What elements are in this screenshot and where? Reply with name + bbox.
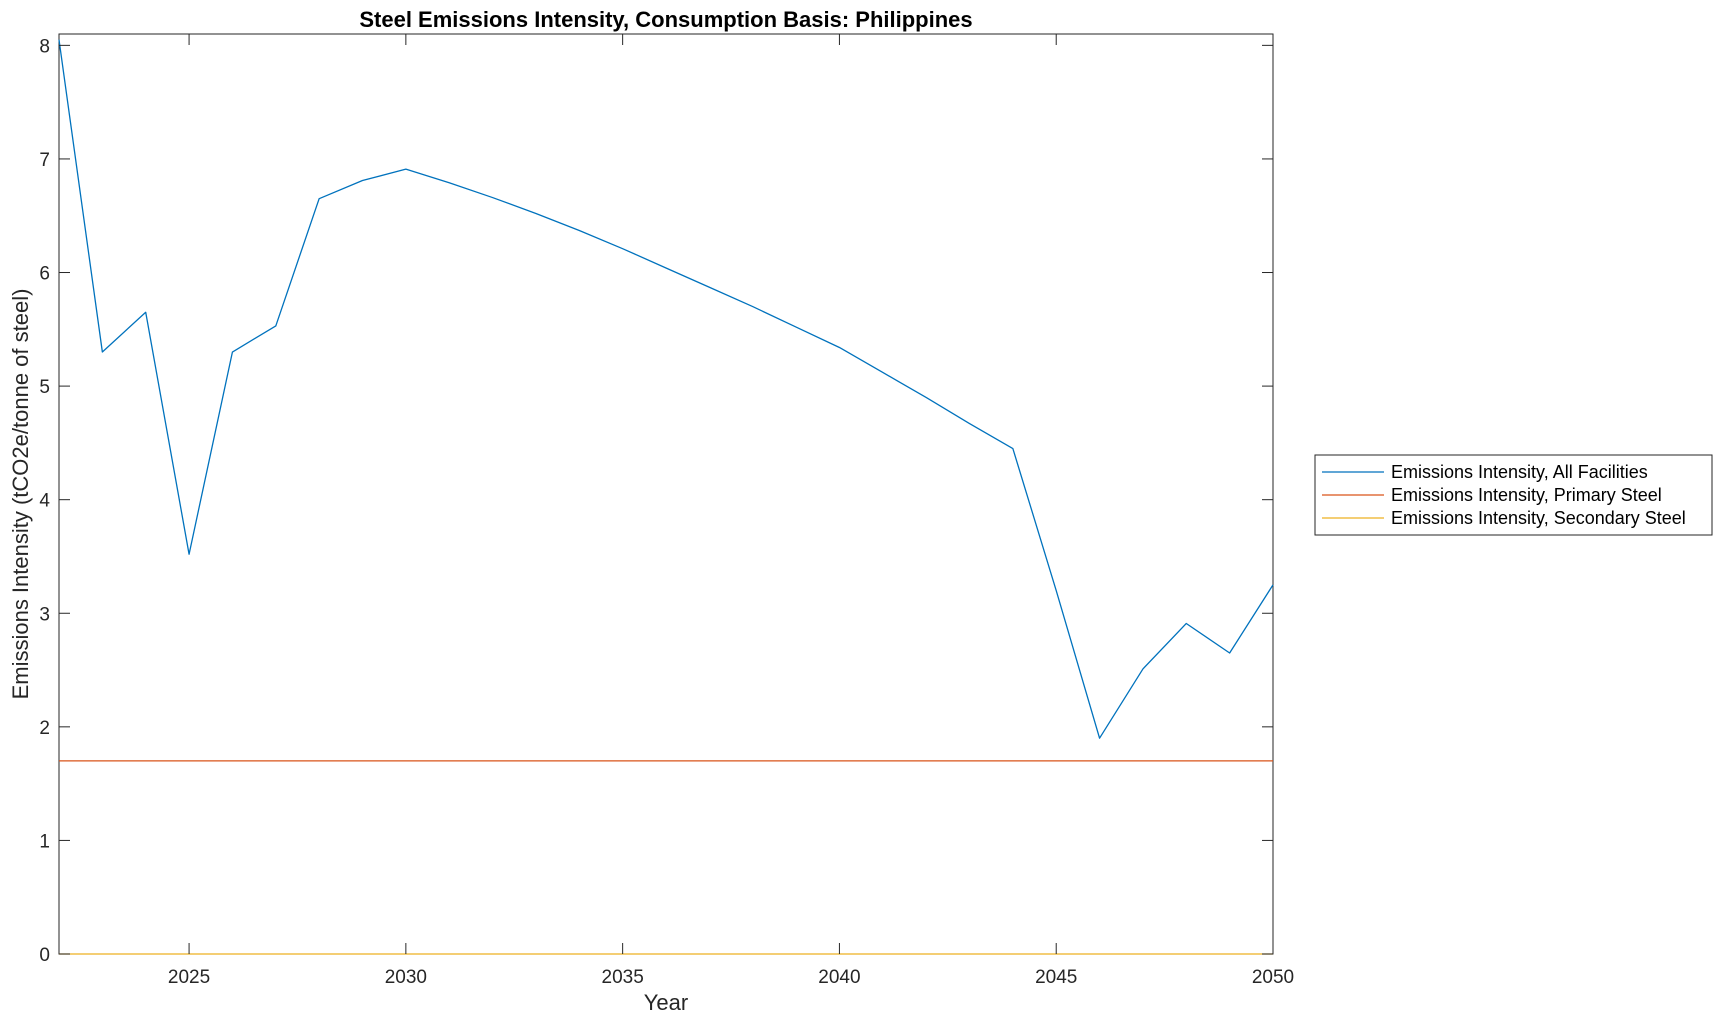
- y-tick-label: 6: [39, 264, 50, 285]
- x-tick-label: 2030: [385, 967, 427, 988]
- y-tick-label: 3: [39, 604, 50, 625]
- plot-area: 0 1 2 3 4 5 6 7 8 2025 2030 2035 2040 2045 2050: [39, 33, 1294, 988]
- y-tick-label: 5: [39, 377, 50, 398]
- x-axis-ticks: 2025 2030 2035 2040 2045 2050: [168, 34, 1294, 988]
- legend: Emissions Intensity, All Facilities Emiss…: [1314, 454, 1713, 536]
- y-axis-label: Emissions Intensity (tCO2e/tonne of stee…: [8, 289, 33, 700]
- x-tick-label: 2035: [602, 967, 644, 988]
- y-tick-label: 0: [39, 945, 50, 966]
- x-tick-label: 2025: [168, 967, 210, 988]
- y-axis-ticks: 0 1 2 3 4 5 6 7 8: [39, 36, 1273, 966]
- axes-box: [58, 33, 1274, 955]
- series-line-1: [58, 39, 1274, 739]
- x-axis-label: Year: [644, 990, 688, 1015]
- y-tick-label: 8: [39, 36, 50, 57]
- y-tick-label: 1: [39, 831, 50, 852]
- y-tick-label: 4: [39, 491, 50, 512]
- series-layer: [58, 39, 1274, 955]
- x-tick-label: 2050: [1252, 967, 1294, 988]
- chart-title: Steel Emissions Intensity, Consumption B…: [359, 7, 972, 32]
- y-tick-label: 2: [39, 718, 50, 739]
- y-tick-label: 7: [39, 150, 50, 171]
- legend-label-3: Emissions Intensity, Secondary Steel: [1391, 508, 1686, 528]
- legend-entries: Emissions Intensity, All Facilities Emiss…: [1322, 462, 1686, 528]
- legend-label-1: Emissions Intensity, All Facilities: [1391, 462, 1648, 482]
- x-tick-label: 2045: [1035, 967, 1077, 988]
- legend-label-2: Emissions Intensity, Primary Steel: [1391, 485, 1662, 505]
- x-tick-label: 2040: [818, 967, 860, 988]
